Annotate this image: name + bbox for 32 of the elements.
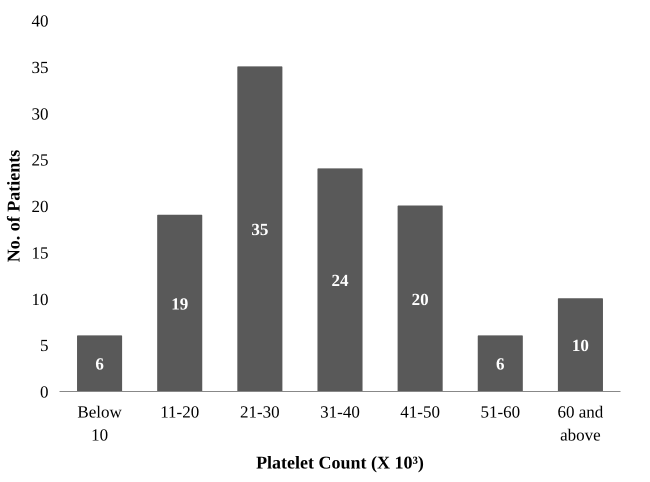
y-tick-label: 25: [32, 150, 48, 170]
data-label: 19: [171, 294, 188, 314]
y-tick-label: 30: [32, 104, 48, 124]
y-tick-label: 5: [40, 336, 48, 356]
bar: [398, 206, 443, 392]
bar: [478, 335, 523, 392]
x-tick-label: 21-30: [240, 402, 280, 422]
data-label: 35: [251, 220, 268, 240]
bar: [237, 66, 282, 392]
y-tick-label: 40: [32, 12, 48, 30]
data-label: 6: [496, 354, 505, 374]
x-tick-label: 60 and above: [558, 402, 604, 444]
bar: [558, 298, 603, 392]
x-axis-title: Platelet Count (X 10³): [256, 452, 424, 472]
x-tick-label: 51-60: [480, 402, 520, 422]
y-tick-label: 20: [32, 197, 48, 216]
data-label: 24: [332, 271, 349, 290]
y-tick-label: 0: [40, 382, 48, 402]
x-tick-label: 11-20: [160, 402, 200, 422]
data-label: 6: [95, 354, 104, 374]
data-label: 10: [572, 336, 589, 356]
y-tick-label: 35: [32, 58, 48, 77]
y-tick-label: 15: [32, 243, 48, 262]
x-tick-label: 41-50: [400, 402, 440, 422]
y-tick-label: 10: [32, 290, 48, 309]
bar: [77, 335, 122, 392]
bar: [157, 214, 202, 392]
x-tick-label: Below 10: [77, 402, 122, 444]
data-label: 20: [412, 290, 429, 309]
bar: [317, 168, 363, 392]
y-axis-title: No. of Patients: [4, 150, 24, 262]
x-tick-label: 31-40: [320, 402, 360, 422]
